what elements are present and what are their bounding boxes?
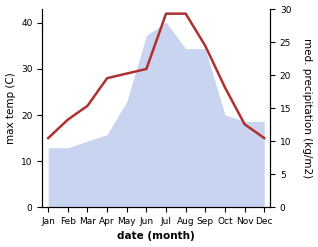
X-axis label: date (month): date (month) xyxy=(117,231,195,242)
Y-axis label: med. precipitation (kg/m2): med. precipitation (kg/m2) xyxy=(302,38,313,178)
Y-axis label: max temp (C): max temp (C) xyxy=(5,72,16,144)
